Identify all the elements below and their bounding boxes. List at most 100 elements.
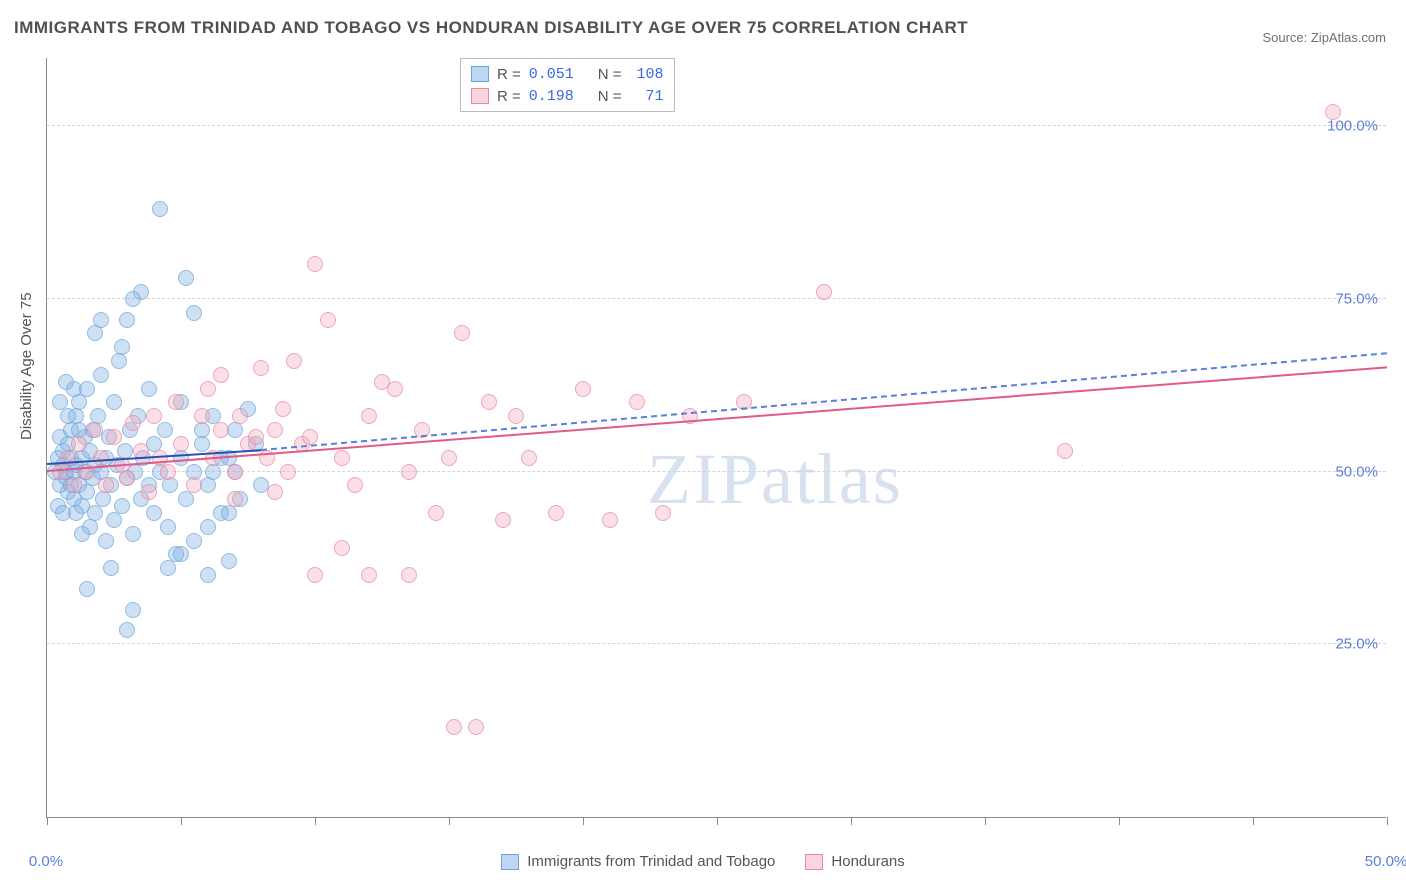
series-legend: Immigrants from Trinidad and Tobago Hondu… xyxy=(0,853,1406,870)
data-point xyxy=(267,484,283,500)
gridline xyxy=(47,125,1386,126)
data-point xyxy=(98,477,114,493)
data-point xyxy=(58,374,74,390)
data-point xyxy=(119,312,135,328)
data-point xyxy=(186,477,202,493)
data-point xyxy=(125,526,141,542)
data-point xyxy=(1057,443,1073,459)
r-label: R = xyxy=(497,66,521,83)
data-point xyxy=(267,422,283,438)
data-point xyxy=(87,422,103,438)
data-point xyxy=(160,519,176,535)
x-tick xyxy=(181,817,182,825)
x-tick-label: 50.0% xyxy=(1365,853,1406,870)
legend-row: R =0.198N =71 xyxy=(471,85,664,107)
data-point xyxy=(200,567,216,583)
data-point xyxy=(361,567,377,583)
data-point xyxy=(227,464,243,480)
data-point xyxy=(334,450,350,466)
x-tick xyxy=(1253,817,1254,825)
data-point xyxy=(454,325,470,341)
data-point xyxy=(186,533,202,549)
data-point xyxy=(173,546,189,562)
data-point xyxy=(495,512,511,528)
source-link[interactable]: ZipAtlas.com xyxy=(1311,30,1386,45)
x-tick-label: 0.0% xyxy=(29,853,63,870)
data-point xyxy=(446,719,462,735)
x-tick xyxy=(1119,817,1120,825)
data-point xyxy=(68,505,84,521)
data-point xyxy=(213,367,229,383)
legend-swatch xyxy=(501,854,519,870)
data-point xyxy=(79,581,95,597)
data-point xyxy=(103,560,119,576)
source-prefix: Source: xyxy=(1262,30,1310,45)
data-point xyxy=(334,540,350,556)
data-point xyxy=(307,256,323,272)
source-credit: Source: ZipAtlas.com xyxy=(1262,30,1386,45)
data-point xyxy=(141,381,157,397)
data-point xyxy=(60,408,76,424)
data-point xyxy=(655,505,671,521)
r-value: 0.051 xyxy=(529,66,574,83)
n-value: 108 xyxy=(630,66,664,83)
data-point xyxy=(387,381,403,397)
y-tick-label: 75.0% xyxy=(1335,290,1378,307)
legend-swatch xyxy=(471,66,489,82)
data-point xyxy=(106,394,122,410)
data-point xyxy=(280,464,296,480)
data-point xyxy=(548,505,564,521)
trend-line xyxy=(261,352,1387,451)
data-point xyxy=(200,519,216,535)
gridline xyxy=(47,643,1386,644)
watermark: ZIPatlas xyxy=(647,438,903,521)
data-point xyxy=(575,381,591,397)
data-point xyxy=(194,408,210,424)
data-point xyxy=(481,394,497,410)
data-point xyxy=(71,394,87,410)
data-point xyxy=(95,491,111,507)
data-point xyxy=(106,512,122,528)
x-tick xyxy=(449,817,450,825)
trend-line xyxy=(47,366,1387,472)
n-value: 71 xyxy=(630,88,664,105)
x-tick xyxy=(717,817,718,825)
data-point xyxy=(602,512,618,528)
correlation-legend: R =0.051N =108R =0.198N =71 xyxy=(460,58,675,112)
x-tick xyxy=(315,817,316,825)
data-point xyxy=(162,477,178,493)
data-point xyxy=(521,450,537,466)
y-axis-label: Disability Age Over 75 xyxy=(18,292,35,440)
data-point xyxy=(160,464,176,480)
data-point xyxy=(248,429,264,445)
chart-title: IMMIGRANTS FROM TRINIDAD AND TOBAGO VS H… xyxy=(14,18,968,38)
data-point xyxy=(146,505,162,521)
data-point xyxy=(302,429,318,445)
legend-label: Immigrants from Trinidad and Tobago xyxy=(527,853,775,870)
scatter-plot-area: ZIPatlas 25.0%50.0%75.0%100.0% xyxy=(46,58,1386,818)
data-point xyxy=(146,408,162,424)
y-tick-label: 25.0% xyxy=(1335,636,1378,653)
legend-row: R =0.051N =108 xyxy=(471,63,664,85)
legend-swatch xyxy=(805,854,823,870)
data-point xyxy=(160,560,176,576)
data-point xyxy=(347,477,363,493)
data-point xyxy=(1325,104,1341,120)
data-point xyxy=(401,567,417,583)
data-point xyxy=(125,291,141,307)
data-point xyxy=(87,325,103,341)
data-point xyxy=(98,533,114,549)
data-point xyxy=(52,394,68,410)
data-point xyxy=(221,553,237,569)
x-tick xyxy=(583,817,584,825)
data-point xyxy=(178,491,194,507)
r-label: R = xyxy=(497,88,521,105)
data-point xyxy=(87,505,103,521)
data-point xyxy=(401,464,417,480)
data-point xyxy=(468,719,484,735)
x-tick xyxy=(985,817,986,825)
data-point xyxy=(816,284,832,300)
legend-label: Hondurans xyxy=(831,853,904,870)
x-tick xyxy=(851,817,852,825)
data-point xyxy=(119,622,135,638)
